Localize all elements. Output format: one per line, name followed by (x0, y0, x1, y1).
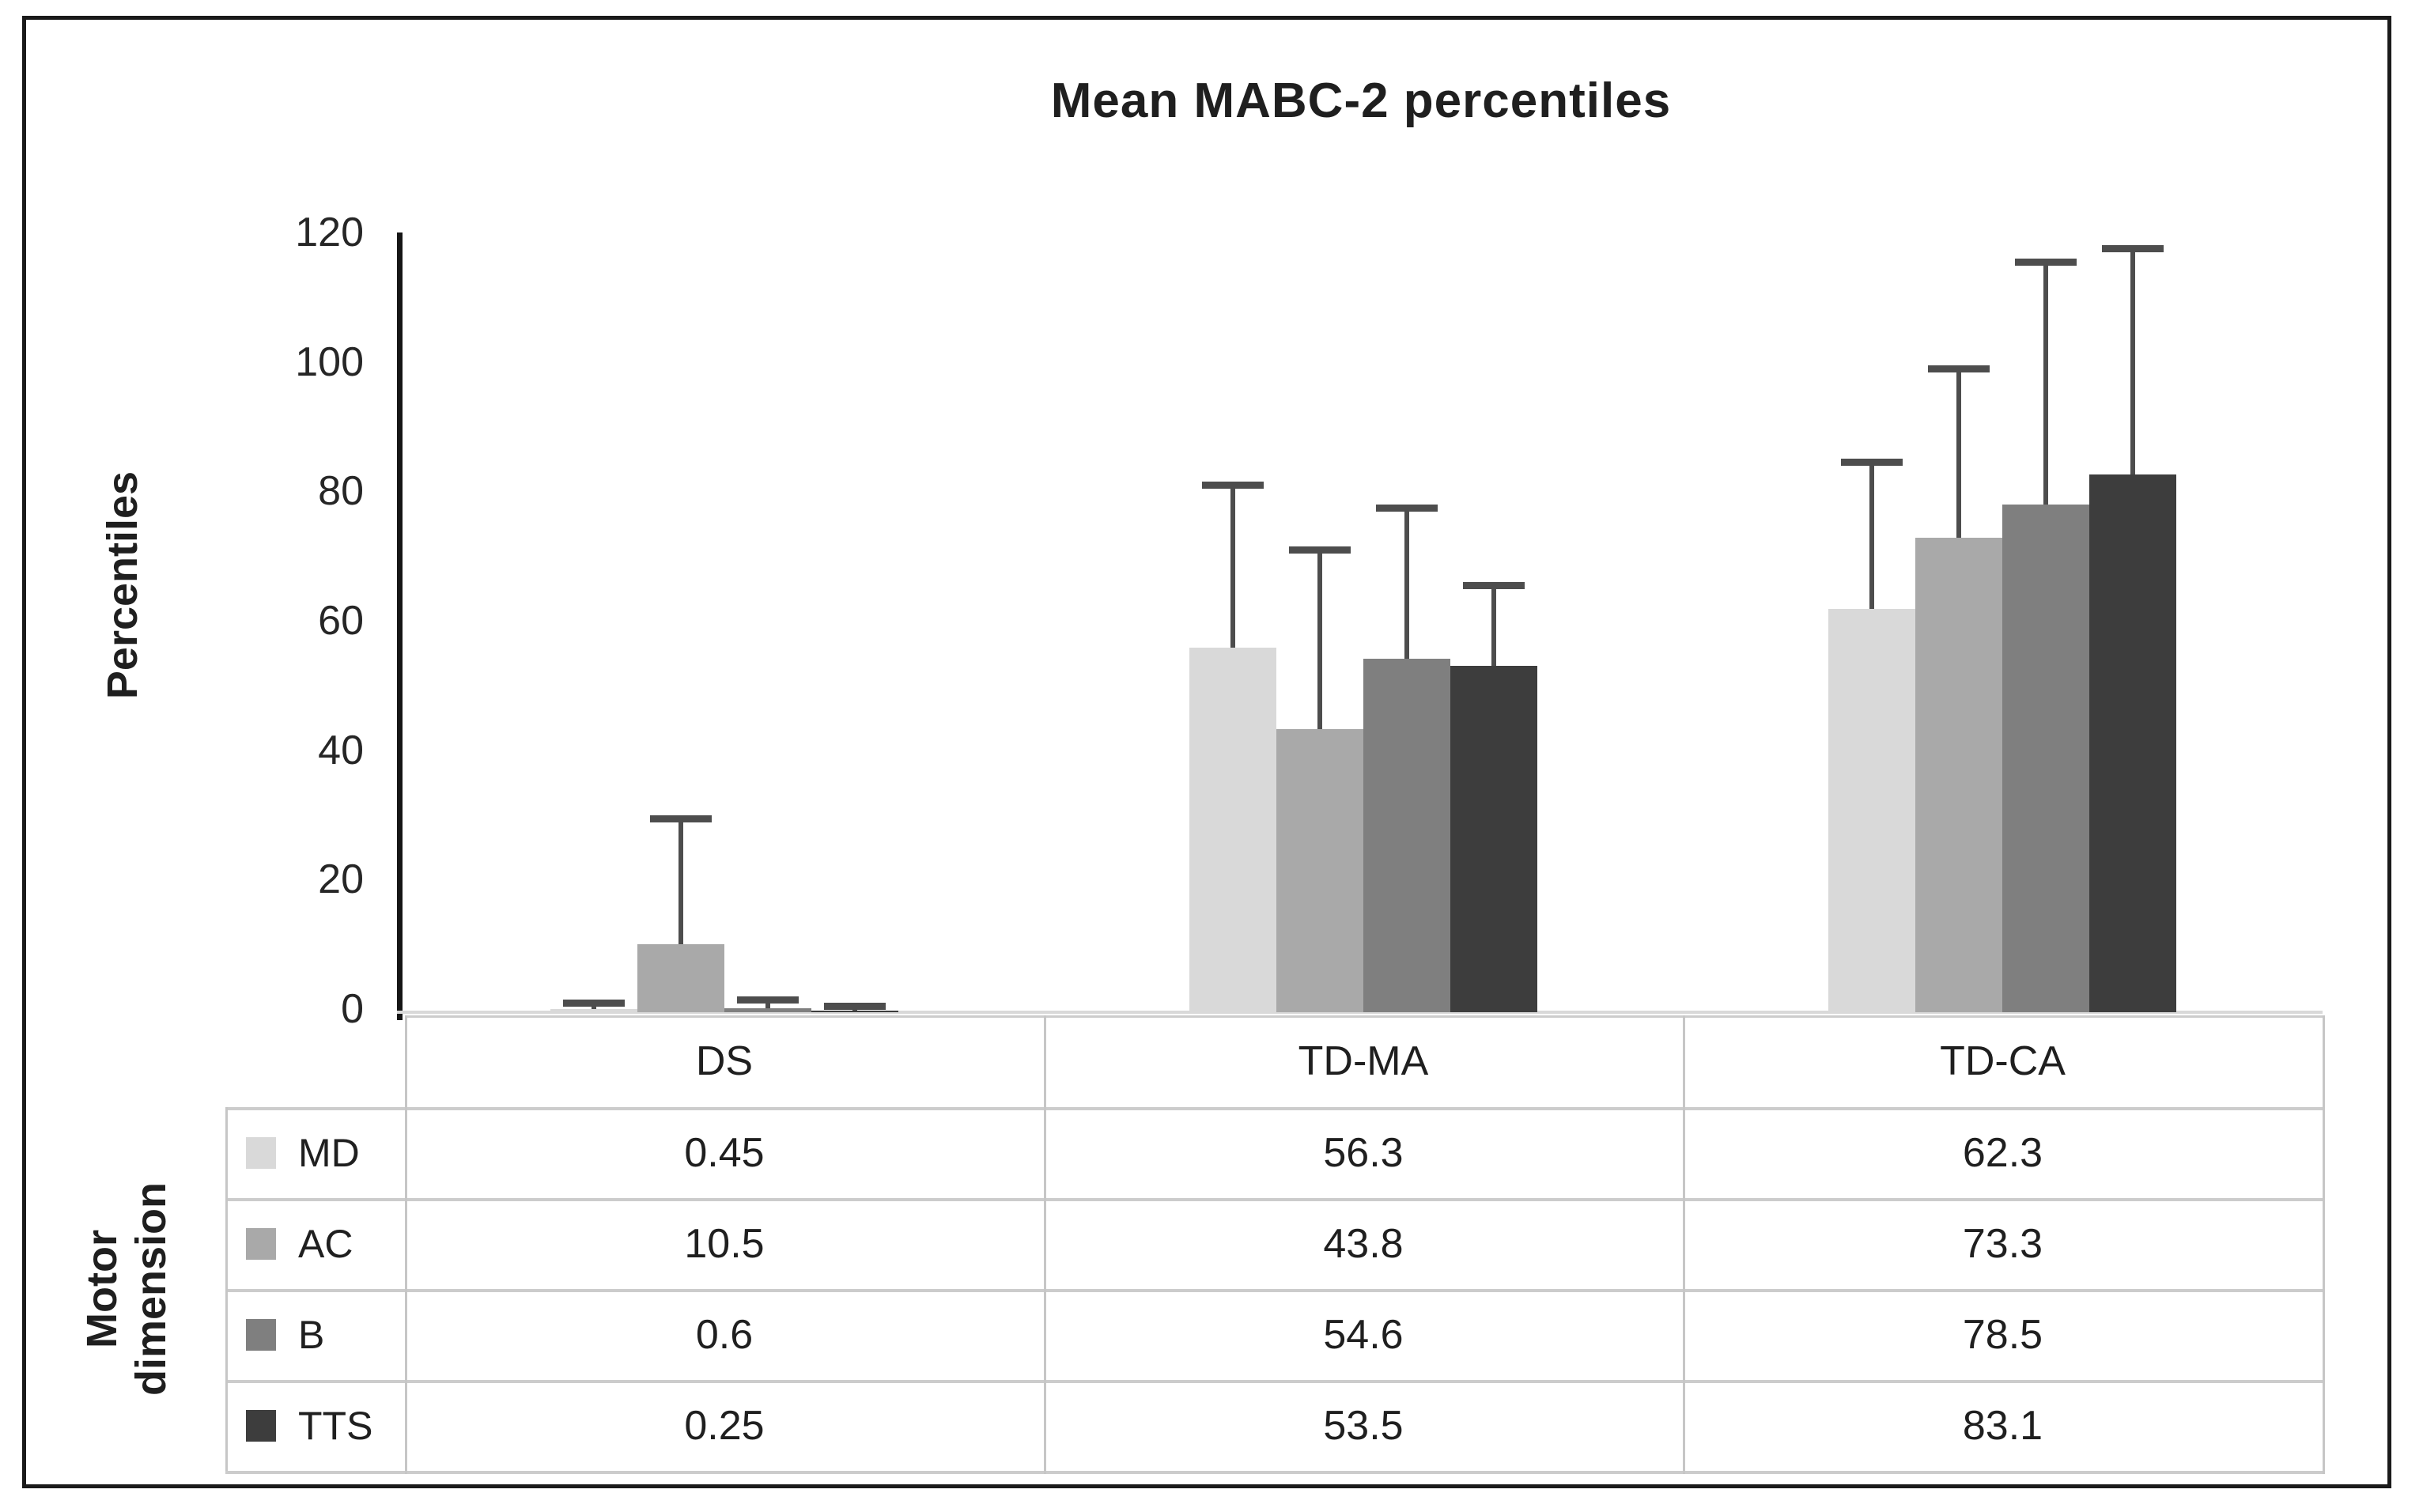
table-header-DS: DS (695, 1038, 754, 1084)
legend-label-TTS: TTS (298, 1403, 373, 1448)
table-side-title-box: Motor dimension (55, 1107, 198, 1471)
table-side-title-line1: Motor (77, 1230, 126, 1348)
y-tick-label-80: 80 (318, 468, 364, 515)
legend-swatch-MD (246, 1136, 276, 1169)
error-bar-cap-AC-TD-MA (1289, 546, 1351, 554)
bar-AC-TD-CA (1915, 538, 2002, 1012)
y-tick-label-120: 120 (295, 210, 364, 255)
table-value-MD-TD-CA: 62.3 (1962, 1129, 2043, 1176)
y-tick-label-100: 100 (295, 338, 364, 385)
error-bar-cap-TTS-TD-CA (2102, 245, 2164, 253)
error-bar-stem-MD-TD-MA (1230, 485, 1235, 648)
table-side-title: Motor dimension (77, 1182, 176, 1396)
legend-swatch-B (246, 1318, 276, 1351)
y-tick-label-20: 20 (318, 856, 364, 903)
table-row-border-5 (225, 1471, 2323, 1474)
table-value-AC-DS: 10.5 (684, 1220, 765, 1267)
y-tick-label-0: 0 (341, 986, 364, 1032)
bar-AC-DS (637, 944, 724, 1012)
table-value-AC-TD-CA: 73.3 (1962, 1220, 2043, 1267)
table-row-border-3 (225, 1289, 2323, 1292)
table-value-B-TD-CA: 78.5 (1962, 1311, 2043, 1358)
error-bar-cap-TTS-DS (824, 1002, 886, 1010)
table-col-border-legend-left (225, 1107, 228, 1471)
y-tick-label-40: 40 (318, 727, 364, 773)
table-value-B-TD-MA: 54.6 (1323, 1311, 1404, 1358)
bar-B-TD-CA (2002, 504, 2089, 1012)
table-row-border-4 (225, 1380, 2323, 1383)
table-value-AC-TD-MA: 43.8 (1323, 1220, 1404, 1267)
error-bar-stem-TTS-TD-CA (2130, 248, 2135, 474)
legend-label-B: B (298, 1312, 325, 1357)
table-col-border-3 (1683, 1015, 1685, 1474)
legend-item-MD: MD (225, 1107, 405, 1198)
error-bar-cap-AC-TD-CA (1928, 365, 1990, 372)
y-axis-title-box: Percentiles (95, 380, 150, 791)
bar-TTS-TD-CA (2089, 474, 2176, 1012)
table-value-TTS-DS: 0.25 (684, 1402, 765, 1449)
table-value-B-DS: 0.6 (695, 1311, 754, 1358)
error-bar-stem-AC-DS (679, 818, 683, 945)
table-value-TTS-TD-MA: 53.5 (1323, 1402, 1404, 1449)
x-baseline (397, 1011, 2323, 1014)
legend-item-B: B (225, 1289, 405, 1380)
error-bar-cap-MD-TD-MA (1202, 482, 1264, 490)
legend-item-TTS: TTS (225, 1380, 405, 1471)
table-row-border-2 (225, 1198, 2323, 1201)
table-col-border-4 (2323, 1015, 2325, 1474)
error-bar-stem-MD-TD-CA (1869, 462, 1874, 610)
bar-B-DS (724, 1008, 811, 1012)
legend-label-MD: MD (298, 1130, 360, 1175)
error-bar-stem-AC-TD-MA (1317, 549, 1322, 729)
bar-B-TD-MA (1363, 659, 1450, 1012)
legend-swatch-AC (246, 1227, 276, 1260)
error-bar-stem-B-TD-CA (2043, 261, 2048, 505)
error-bar-stem-B-TD-MA (1404, 507, 1409, 660)
error-bar-cap-TTS-TD-MA (1463, 581, 1525, 589)
y-axis-title: Percentiles (99, 471, 146, 700)
bar-MD-TD-MA (1189, 648, 1276, 1012)
bar-AC-TD-MA (1276, 728, 1363, 1012)
bar-TTS-DS (811, 1010, 898, 1012)
table-col-border-1 (405, 1015, 407, 1474)
table-header-TD-MA: TD-MA (1298, 1038, 1429, 1084)
error-bar-cap-B-TD-CA (2015, 258, 2077, 266)
table-top-border (405, 1015, 2323, 1018)
error-bar-cap-B-DS (737, 996, 799, 1004)
error-bar-stem-B-DS (765, 999, 770, 1009)
error-bar-cap-B-TD-MA (1376, 504, 1438, 512)
table-value-TTS-TD-CA: 83.1 (1962, 1402, 2043, 1449)
legend-swatch-TTS (246, 1409, 276, 1442)
table-value-MD-TD-MA: 56.3 (1323, 1129, 1404, 1176)
y-tick-label-60: 60 (318, 598, 364, 644)
bar-MD-TD-CA (1828, 609, 1915, 1012)
chart-title: Mean MABC-2 percentiles (1050, 74, 1672, 128)
bar-MD-DS (550, 1009, 637, 1012)
table-side-title-line2: dimension (127, 1181, 175, 1397)
legend-label-AC: AC (298, 1221, 353, 1266)
legend-item-AC: AC (225, 1198, 405, 1289)
bar-TTS-TD-MA (1450, 666, 1537, 1012)
table-value-MD-DS: 0.45 (684, 1129, 765, 1176)
error-bar-cap-MD-TD-CA (1841, 459, 1903, 467)
error-bar-cap-AC-DS (650, 815, 712, 822)
error-bar-stem-AC-TD-CA (1956, 368, 1961, 539)
table-col-border-2 (1044, 1015, 1046, 1474)
error-bar-cap-MD-DS (563, 999, 625, 1007)
error-bar-stem-TTS-TD-MA (1491, 584, 1496, 667)
y-axis-line (397, 232, 403, 1020)
table-header-TD-CA: TD-CA (1940, 1038, 2066, 1084)
table-row-border-1 (225, 1107, 2323, 1110)
